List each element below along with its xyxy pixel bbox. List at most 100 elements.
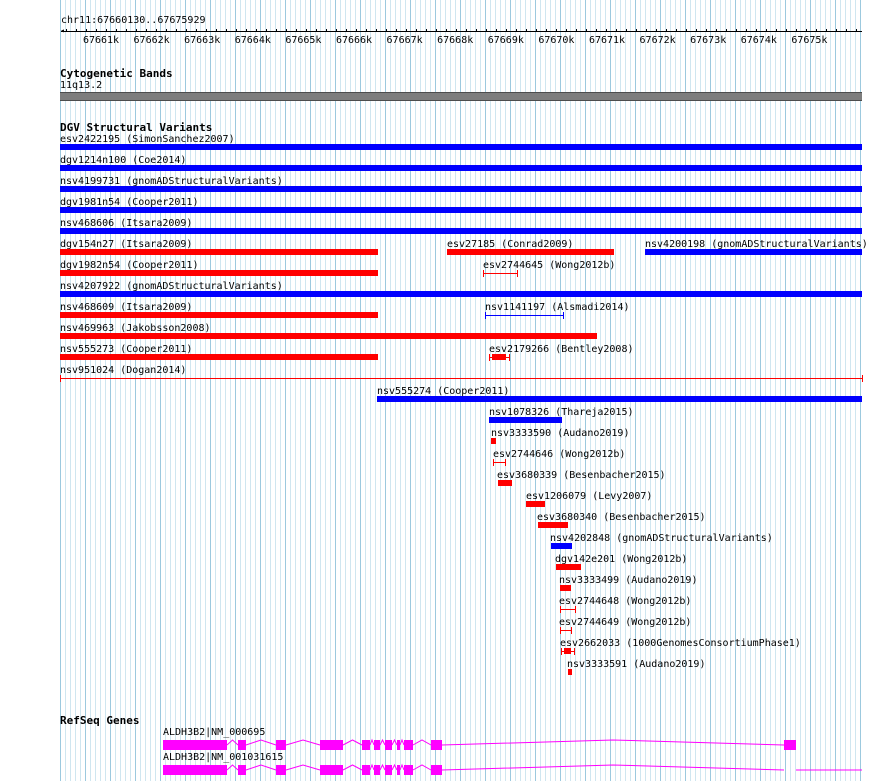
sv-feature[interactable]	[556, 564, 581, 570]
sv-feature[interactable]	[60, 228, 862, 234]
sv-feature[interactable]	[560, 585, 571, 591]
ruler-tick	[526, 29, 527, 32]
feature-label[interactable]: nsv3333590 (Audano2019)	[491, 428, 630, 439]
sv-feature[interactable]	[60, 270, 378, 276]
transcript-label[interactable]: ALDH3B2|NM_001031615	[163, 752, 284, 763]
grid-line	[420, 0, 421, 781]
sv-feature[interactable]	[60, 186, 862, 192]
exon-block[interactable]	[362, 765, 370, 775]
sv-feature[interactable]	[526, 501, 545, 507]
exon-block[interactable]	[784, 740, 796, 750]
feature-label[interactable]: nsv4202848 (gnomADStructuralVariants)	[550, 533, 773, 544]
sv-feature[interactable]	[538, 522, 568, 528]
feature-label[interactable]: nsv555274 (Cooper2011)	[377, 386, 510, 397]
exon-block[interactable]	[385, 765, 392, 775]
cytoband-bar[interactable]	[60, 92, 862, 101]
ruler-tick	[296, 29, 297, 32]
grid-line	[425, 0, 426, 781]
sv-feature-span[interactable]	[60, 378, 862, 379]
exon-block[interactable]	[238, 765, 246, 775]
sv-feature[interactable]	[60, 354, 378, 360]
feature-label[interactable]: nsv4199731 (gnomADStructuralVariants)	[60, 176, 283, 187]
feature-label[interactable]: nsv1141197 (Alsmadi2014)	[485, 302, 630, 313]
feature-label[interactable]: esv2744646 (Wong2012b)	[493, 449, 626, 460]
feature-label[interactable]: dgv1982n54 (Cooper2011)	[60, 260, 199, 271]
feature-label[interactable]: nsv469963 (Jakobsson2008)	[60, 323, 211, 334]
exon-block[interactable]	[385, 740, 392, 750]
exon-block[interactable]	[404, 765, 413, 775]
feature-label[interactable]: esv27185 (Conrad2009)	[447, 239, 574, 250]
exon-block[interactable]	[374, 740, 380, 750]
sv-feature[interactable]	[60, 333, 597, 339]
feature-label[interactable]: nsv3333591 (Audano2019)	[567, 659, 706, 670]
exon-block[interactable]	[163, 765, 227, 775]
sv-feature-span[interactable]	[489, 357, 509, 358]
grid-line	[760, 0, 761, 781]
exon-block[interactable]	[238, 740, 246, 750]
sv-feature-span[interactable]	[483, 273, 517, 274]
feature-label[interactable]: esv2744648 (Wong2012b)	[559, 596, 692, 607]
feature-label[interactable]: esv2179266 (Bentley2008)	[489, 344, 634, 355]
feature-label[interactable]: nsv468606 (Itsara2009)	[60, 218, 193, 229]
exon-block[interactable]	[320, 765, 343, 775]
exon-block[interactable]	[431, 740, 442, 750]
sv-feature-span[interactable]	[560, 609, 575, 610]
sv-feature[interactable]	[551, 543, 572, 549]
exon-block[interactable]	[431, 765, 442, 775]
feature-label[interactable]: nsv4200198 (gnomADStructuralVariants)	[645, 239, 868, 250]
feature-label[interactable]: dgv142e201 (Wong2012b)	[555, 554, 688, 565]
sv-feature[interactable]	[498, 480, 512, 486]
feature-label[interactable]: esv2422195 (SimonSanchez2007)	[60, 134, 235, 145]
sv-feature[interactable]	[645, 249, 862, 255]
sv-feature[interactable]	[60, 144, 862, 150]
exon-block[interactable]	[374, 765, 380, 775]
feature-label[interactable]: nsv468609 (Itsara2009)	[60, 302, 193, 313]
sv-feature-span[interactable]	[493, 462, 505, 463]
exon-block[interactable]	[163, 740, 227, 750]
feature-label[interactable]: esv3680339 (Besenbacher2015)	[497, 470, 666, 481]
ruler-tick	[846, 29, 847, 32]
exon-block[interactable]	[404, 740, 413, 750]
exon-block[interactable]	[362, 740, 370, 750]
sv-feature[interactable]	[60, 312, 378, 318]
exon-block[interactable]	[276, 740, 286, 750]
sv-feature[interactable]	[377, 396, 862, 402]
sv-feature[interactable]	[60, 207, 862, 213]
sv-feature[interactable]	[60, 165, 862, 171]
sv-feature[interactable]	[447, 249, 614, 255]
feature-label[interactable]: nsv3333499 (Audano2019)	[559, 575, 698, 586]
ruler-tick	[196, 29, 197, 32]
feature-label[interactable]: esv2744649 (Wong2012b)	[559, 617, 692, 628]
feature-label[interactable]: esv1206079 (Levy2007)	[526, 491, 653, 502]
feature-label[interactable]: nsv4207922 (gnomADStructuralVariants)	[60, 281, 283, 292]
sv-feature-span[interactable]	[485, 315, 563, 316]
grid-line	[615, 0, 616, 781]
sv-feature-span[interactable]	[561, 651, 574, 652]
intron-line	[342, 764, 363, 771]
feature-label[interactable]: dgv1214n100 (Coe2014)	[60, 155, 187, 166]
sv-feature[interactable]	[568, 669, 572, 675]
sv-feature[interactable]	[60, 249, 378, 255]
intron-line	[412, 739, 432, 746]
feature-label[interactable]: esv2662033 (1000GenomesConsortiumPhase1)	[560, 638, 801, 649]
grid-line	[90, 0, 91, 781]
sv-feature[interactable]	[489, 417, 562, 423]
ruler-tick	[566, 29, 567, 32]
feature-label[interactable]: nsv951024 (Dogan2014)	[60, 365, 187, 376]
sv-feature[interactable]	[491, 438, 496, 444]
grid-line	[860, 0, 861, 781]
feature-label[interactable]: nsv555273 (Cooper2011)	[60, 344, 193, 355]
transcript-label[interactable]: ALDH3B2|NM_000695	[163, 727, 266, 738]
exon-block[interactable]	[397, 765, 400, 775]
feature-label[interactable]: esv3680340 (Besenbacher2015)	[537, 512, 706, 523]
sv-feature[interactable]	[60, 291, 862, 297]
feature-label[interactable]: esv2744645 (Wong2012b)	[483, 260, 616, 271]
exon-block[interactable]	[276, 765, 286, 775]
feature-label[interactable]: dgv1981n54 (Cooper2011)	[60, 197, 199, 208]
feature-label[interactable]: dgv154n27 (Itsara2009)	[60, 239, 193, 250]
ruler-tick	[556, 29, 557, 32]
feature-label[interactable]: nsv1078326 (Thareja2015)	[489, 407, 634, 418]
exon-block[interactable]	[320, 740, 343, 750]
sv-feature-span[interactable]	[560, 630, 571, 631]
exon-block[interactable]	[397, 740, 400, 750]
